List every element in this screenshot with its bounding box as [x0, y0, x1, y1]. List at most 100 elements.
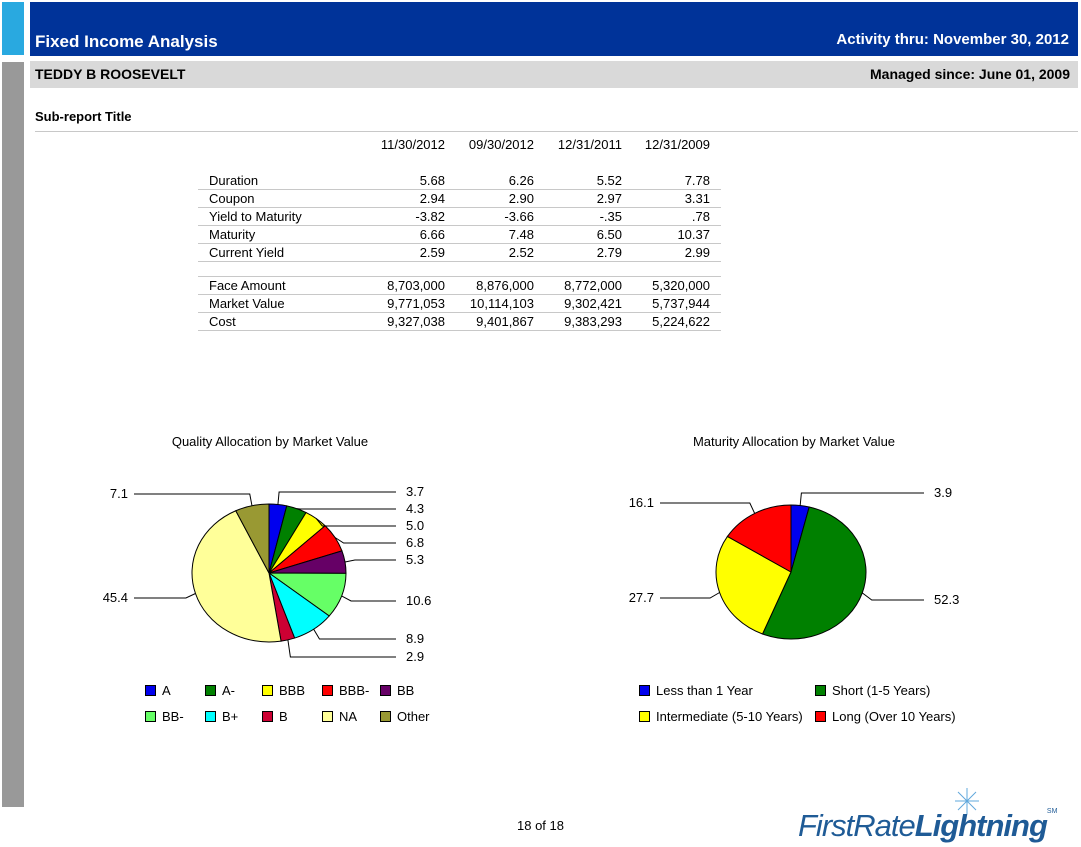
table-cell: 7.78: [633, 172, 721, 190]
row-label: Current Yield: [198, 243, 367, 262]
legend-label: BBB-: [339, 683, 370, 698]
legend-swatch: [145, 711, 156, 722]
legend-swatch: [205, 685, 216, 696]
report-header: Fixed Income Analysis Activity thru: Nov…: [30, 2, 1078, 56]
table-cell: 9,401,867: [456, 312, 545, 331]
legend-label: BB-: [162, 709, 184, 724]
leader-line: [134, 593, 196, 599]
leader-line: [660, 592, 720, 599]
legend-label: Long (Over 10 Years): [832, 709, 956, 724]
slice-value-label: 45.4: [103, 590, 128, 605]
legend-label: BB: [397, 683, 415, 698]
leader-line: [344, 559, 396, 563]
slice-value-label: 10.6: [406, 593, 431, 608]
legend-swatch: [815, 711, 826, 722]
pie-slice-intermediate-5-10-years-: [715, 535, 792, 635]
table-row: Maturity 6.66 7.48 6.50 10.37: [198, 225, 721, 244]
leader-line: [134, 493, 253, 506]
table-cell: 2.59: [367, 243, 456, 262]
report-title: Fixed Income Analysis: [35, 32, 218, 51]
leader-line: [334, 537, 396, 544]
table-cell: 5.52: [545, 172, 633, 190]
table-cell: 6.66: [367, 225, 456, 244]
table-cell: 5,320,000: [633, 276, 721, 295]
slice-value-label: 5.0: [406, 518, 424, 533]
logo-mark: SM: [1046, 808, 1058, 815]
legend-item: BB: [380, 683, 414, 698]
table-cell: 5.68: [367, 172, 456, 190]
table-cell: 6.26: [456, 172, 545, 190]
table-cell: 3.31: [633, 189, 721, 208]
table-cell: 2.79: [545, 243, 633, 262]
legend-label: BBB: [279, 683, 306, 698]
slice-value-label: 2.9: [406, 649, 424, 664]
pie-slice-long-over-10-years-: [726, 504, 792, 573]
table-cell: 9,771,053: [367, 294, 456, 313]
table-cell: 9,302,421: [545, 294, 633, 313]
leader-line: [861, 592, 924, 601]
row-label: Cost: [198, 312, 367, 331]
table-cell: 8,703,000: [367, 276, 456, 295]
column-header: 12/31/2009: [644, 137, 710, 152]
table-cell: 2.97: [545, 189, 633, 208]
row-label: Face Amount: [198, 276, 367, 295]
legend-item: BBB-: [322, 683, 369, 698]
slice-value-label: 5.3: [406, 552, 424, 567]
metrics-table: 11/30/2012 09/30/2012 12/31/2011 12/31/2…: [198, 137, 721, 331]
table-cell: 8,772,000: [545, 276, 633, 295]
legend-item: Less than 1 Year: [639, 683, 753, 698]
table-cell: -3.82: [367, 207, 456, 226]
table-row: Coupon 2.94 2.90 2.97 3.31: [198, 189, 721, 208]
legend-label: Other: [397, 709, 430, 724]
table-cell: 5,224,622: [633, 312, 721, 331]
legend-swatch: [815, 685, 826, 696]
table-cell: 9,327,038: [367, 312, 456, 331]
legend-swatch: [322, 711, 333, 722]
table-cell: -.35: [545, 207, 633, 226]
table-row: Yield to Maturity -3.82 -3.66 -.35 .78: [198, 207, 721, 226]
table-cell: 6.50: [545, 225, 633, 244]
managed-since: Managed since: June 01, 2009: [870, 66, 1070, 82]
legend-swatch: [262, 711, 273, 722]
slice-value-label: 52.3: [934, 592, 959, 607]
table-row: Market Value 9,771,053 10,114,103 9,302,…: [198, 294, 721, 313]
logo-second: Lightning: [914, 808, 1048, 843]
quality-chart-title: Quality Allocation by Market Value: [171, 434, 369, 449]
legend-label: NA: [339, 709, 358, 724]
slice-value-label: 8.9: [406, 631, 424, 646]
leader-line: [287, 639, 396, 658]
column-header: 09/30/2012: [468, 137, 534, 152]
table-cell: 9,383,293: [545, 312, 633, 331]
row-label: Market Value: [198, 294, 367, 313]
pie-slice-na: [191, 510, 282, 643]
legend-label: Short (1-5 Years): [832, 683, 931, 698]
table-cell: 7.48: [456, 225, 545, 244]
legend-swatch: [639, 711, 650, 722]
legend-label: A: [162, 683, 171, 698]
slice-value-label: 3.7: [406, 484, 424, 499]
table-cell: 10,114,103: [456, 294, 545, 313]
activity-date: Activity thru: November 30, 2012: [836, 31, 1069, 48]
slice-value-label: 16.1: [629, 495, 654, 510]
leader-line: [660, 502, 756, 514]
legend-label: B+: [222, 709, 239, 724]
pie-slice-short-1-5-years-: [761, 506, 867, 640]
slice-value-label: 3.9: [934, 485, 952, 500]
row-label: Yield to Maturity: [198, 207, 367, 226]
legend-label: A-: [222, 683, 235, 698]
logo-spark-icon: [955, 788, 979, 814]
legend-swatch: [639, 685, 650, 696]
row-label: Coupon: [198, 189, 367, 208]
subreport-divider: [35, 131, 1078, 132]
row-label: Duration: [198, 172, 367, 190]
legend-swatch: [145, 685, 156, 696]
table-cell: 2.90: [456, 189, 545, 208]
legend-item: B: [262, 709, 288, 724]
table-cell: -3.66: [456, 207, 545, 226]
client-bar: TEDDY B ROOSEVELT Managed since: June 01…: [30, 61, 1078, 88]
table-row: Duration 5.68 6.26 5.52 7.78: [198, 172, 721, 190]
leader-line: [315, 518, 396, 527]
table-row: Face Amount 8,703,000 8,876,000 8,772,00…: [198, 276, 721, 295]
